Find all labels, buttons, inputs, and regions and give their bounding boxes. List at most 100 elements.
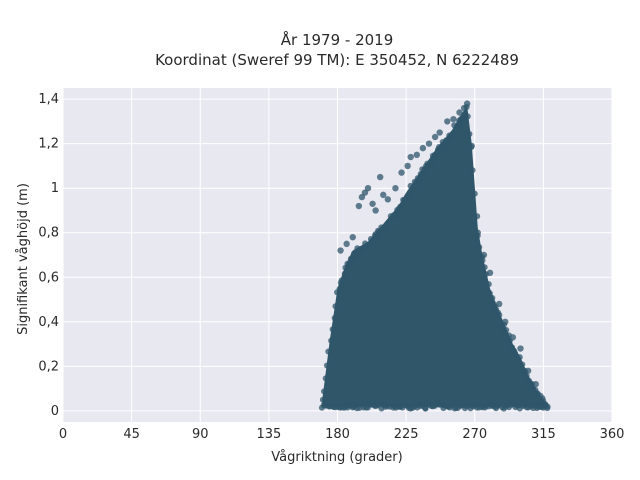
scatter-point: [323, 362, 330, 369]
scatter-point: [364, 185, 372, 192]
x-axis-ticks: 0 45 90 135 180 225 270 315 360: [59, 427, 625, 442]
scatter-point: [444, 137, 451, 144]
scatter-point: [417, 171, 424, 178]
dense-point-region: [322, 105, 548, 407]
scatter-point: [369, 200, 376, 207]
scatter-point: [516, 354, 523, 361]
scatter-point: [404, 162, 411, 170]
scatter-point: [320, 388, 327, 395]
x-tick-label: 135: [256, 427, 281, 442]
scatter-point: [355, 250, 362, 257]
scatter-point: [468, 142, 475, 150]
scatter-point: [485, 281, 492, 288]
scatter-point: [481, 264, 488, 271]
scatter-point: [372, 207, 379, 214]
scatter-point: [436, 129, 443, 136]
scatter-point: [474, 213, 481, 220]
x-axis-label: Vågriktning (grader): [271, 450, 402, 465]
scatter-point: [338, 277, 345, 284]
scatter-point: [355, 202, 363, 210]
scatter-point: [450, 115, 457, 123]
x-tick-label: 0: [59, 427, 67, 442]
scatter-point: [346, 261, 353, 268]
scatter-point: [341, 270, 348, 277]
scatter-point: [365, 243, 372, 250]
points-layer: [318, 100, 551, 412]
scatter-point: [431, 133, 439, 141]
scatter-point: [455, 122, 462, 129]
scatter-point: [480, 251, 488, 259]
scatter-point: [444, 118, 451, 125]
scatter-point: [425, 140, 433, 147]
x-tick-label: 270: [462, 427, 487, 442]
scatter-point: [329, 326, 336, 333]
x-tick-label: 315: [531, 427, 556, 442]
scatter-point: [476, 244, 483, 251]
scatter-point: [407, 153, 414, 161]
scatter-point: [413, 151, 420, 158]
scatter-point: [495, 300, 503, 308]
scatter-point: [471, 190, 478, 197]
scatter-point: [449, 131, 456, 138]
scatter-point: [343, 240, 350, 248]
scatter-point: [486, 269, 494, 277]
y-tick-label: 1,4: [38, 92, 59, 107]
y-tick-label: 0,8: [38, 226, 59, 241]
y-tick-label: 0,6: [38, 270, 59, 285]
scatter-point: [463, 100, 471, 107]
scatter-point: [517, 345, 524, 352]
scatter-point: [380, 191, 387, 199]
scatter-point: [464, 113, 471, 120]
x-tick-label: 360: [600, 427, 625, 442]
x-tick-label: 180: [325, 427, 350, 442]
scatter-point: [479, 257, 486, 264]
scatter-point: [523, 372, 530, 379]
y-axis-label: Signifikant våghöjd (m): [16, 183, 31, 335]
scatter-point: [474, 229, 481, 236]
scatter-point: [332, 303, 339, 310]
scatter-point: [397, 203, 404, 210]
y-tick-label: 0,2: [38, 359, 59, 374]
scatter-point: [469, 167, 476, 174]
scatter-point: [336, 285, 343, 292]
scatter-point: [328, 337, 335, 344]
scatter-point: [325, 348, 332, 355]
scatter-point: [322, 375, 329, 382]
scatter-point: [417, 175, 424, 182]
scatter-point: [337, 247, 344, 254]
chart-subtitle: Koordinat (Sweref 99 TM): E 350452, N 62…: [155, 51, 519, 69]
scatter-point: [532, 380, 539, 388]
scatter-point: [349, 233, 356, 241]
scatter-point: [384, 196, 392, 203]
scatter-point: [428, 159, 435, 166]
scatter-point: [466, 130, 473, 137]
scatter-point: [370, 237, 377, 244]
x-tick-label: 225: [394, 427, 419, 442]
scatter-point: [331, 315, 338, 322]
scatter-point: [496, 311, 503, 318]
scatter-point: [377, 173, 384, 181]
scatter-point: [407, 189, 414, 196]
scatter-point: [319, 396, 326, 403]
scatter-point: [398, 169, 405, 176]
scatter-point: [503, 327, 510, 334]
scatter-point: [358, 193, 366, 201]
x-tick-label: 45: [123, 427, 140, 442]
scatter-point: [375, 228, 382, 235]
scatter-point: [541, 400, 549, 408]
chart-title: År 1979 - 2019: [281, 30, 394, 49]
scatter-point: [413, 181, 420, 188]
scatter-point: [502, 318, 509, 325]
scatter-point: [509, 334, 517, 341]
scatter-point: [361, 189, 369, 196]
y-axis-ticks: 0 0,2 0,4 0,6 0,8 1 1,2 1,4: [38, 92, 59, 419]
scatter-point: [524, 367, 532, 374]
scatter-point: [486, 290, 493, 297]
scatter-point: [419, 144, 427, 152]
scatter-point: [386, 218, 393, 225]
y-tick-label: 1,2: [38, 137, 59, 152]
y-tick-label: 0: [51, 404, 59, 419]
scatter-point: [460, 104, 468, 112]
